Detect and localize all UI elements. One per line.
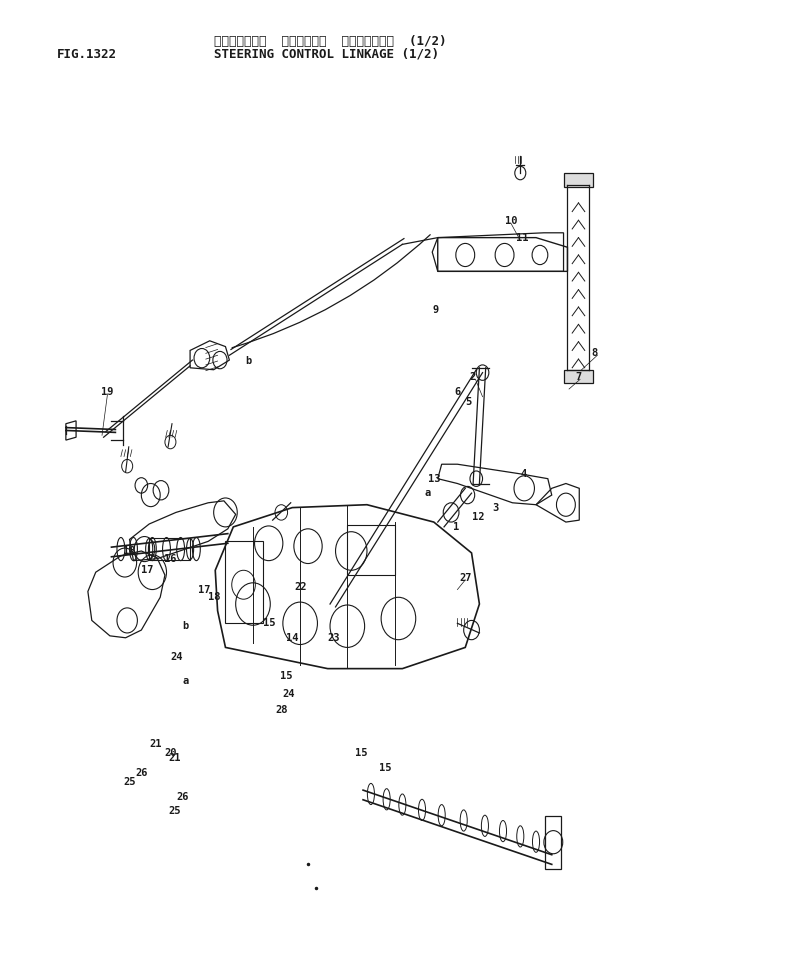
Bar xyxy=(347,525,394,575)
Text: 23: 23 xyxy=(327,632,340,643)
Text: 5: 5 xyxy=(466,396,472,406)
Text: 13: 13 xyxy=(428,474,441,484)
Text: 15: 15 xyxy=(355,748,368,758)
Text: 10: 10 xyxy=(505,217,517,226)
Text: 18: 18 xyxy=(123,546,136,556)
Text: 21: 21 xyxy=(149,739,162,748)
Text: 19: 19 xyxy=(101,387,114,396)
Text: ステアリング゙  コントロール  リンケージ・  (1/2): ステアリング゙ コントロール リンケージ・ (1/2) xyxy=(214,36,446,48)
Text: 28: 28 xyxy=(275,705,287,715)
Text: 14: 14 xyxy=(286,632,298,643)
Text: 16: 16 xyxy=(164,554,177,564)
Text: 22: 22 xyxy=(294,582,307,592)
Text: 21: 21 xyxy=(169,753,181,763)
Text: 25: 25 xyxy=(123,777,136,787)
Text: 26: 26 xyxy=(135,768,148,777)
Text: 24: 24 xyxy=(282,689,294,699)
Text: 3: 3 xyxy=(493,503,499,513)
Text: 17: 17 xyxy=(198,585,211,595)
Text: 24: 24 xyxy=(170,652,183,662)
Text: 2: 2 xyxy=(469,372,476,382)
Text: 9: 9 xyxy=(432,305,439,315)
Text: 15: 15 xyxy=(264,618,275,629)
Text: 6: 6 xyxy=(454,387,461,396)
Text: 7: 7 xyxy=(575,372,581,382)
Text: 15: 15 xyxy=(379,763,391,773)
Text: 17: 17 xyxy=(141,566,154,575)
Text: 27: 27 xyxy=(459,573,472,583)
Text: a: a xyxy=(424,488,431,498)
Bar xyxy=(149,539,190,560)
Text: 4: 4 xyxy=(520,469,526,479)
Text: b: b xyxy=(245,356,252,366)
Text: b: b xyxy=(182,621,189,631)
Text: 15: 15 xyxy=(281,671,293,682)
Text: 18: 18 xyxy=(208,592,221,602)
Bar xyxy=(226,542,264,624)
Bar xyxy=(563,369,593,383)
Text: a: a xyxy=(182,676,189,687)
Text: 12: 12 xyxy=(472,513,484,522)
Text: STEERING CONTROL LINKAGE (1/2): STEERING CONTROL LINKAGE (1/2) xyxy=(214,48,439,61)
Text: 11: 11 xyxy=(516,233,529,243)
Text: 8: 8 xyxy=(591,348,597,359)
Text: FIG.1322: FIG.1322 xyxy=(57,48,117,61)
Text: 25: 25 xyxy=(169,806,181,816)
Text: 20: 20 xyxy=(164,748,177,758)
Bar xyxy=(545,816,561,869)
Bar xyxy=(563,173,593,187)
Text: 1: 1 xyxy=(454,522,460,532)
Text: 26: 26 xyxy=(176,792,189,802)
